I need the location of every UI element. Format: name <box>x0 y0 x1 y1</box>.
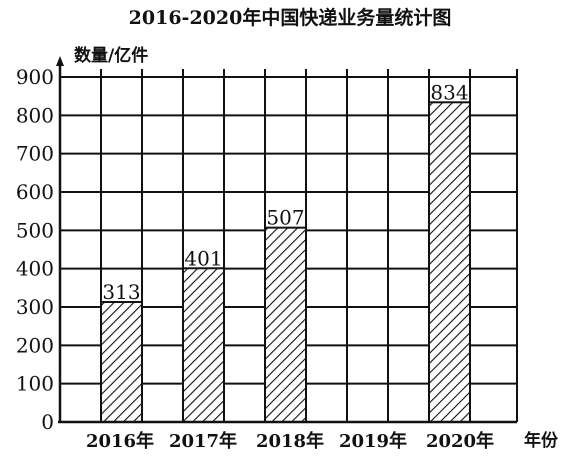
x-tick-label-1: 2017年 <box>169 430 237 452</box>
y-tick-label-7: 700 <box>16 142 54 166</box>
data-label-1: 401 <box>184 246 222 270</box>
y-tick-label-1: 100 <box>16 372 54 396</box>
x-tick-label-3: 2019年 <box>339 430 407 452</box>
x-tick-label-0: 2016年 <box>86 430 154 452</box>
x-axis-label: 年份 <box>524 430 559 451</box>
bar-2016年 <box>100 301 143 423</box>
data-label-2: 507 <box>266 206 304 230</box>
y-tick-label-2: 200 <box>16 333 54 357</box>
bar-2020年 <box>428 101 471 424</box>
y-tick-label-0: 0 <box>41 410 54 434</box>
y-axis-arrow <box>56 56 64 66</box>
bar-2018年 <box>264 226 307 423</box>
y-tick-label-6: 600 <box>16 180 54 204</box>
y-tick-label-9: 900 <box>16 65 54 89</box>
y-tick-label-4: 400 <box>16 257 54 281</box>
x-tick-label-2: 2018年 <box>256 430 324 452</box>
x-tick-labels: 2016年 2017年 2018年 2019年 2020年 <box>86 430 494 452</box>
chart-title: 2016-2020年中国快递业务量统计图 <box>129 6 452 29</box>
data-label-0: 313 <box>102 280 140 304</box>
y-tick-label-8: 800 <box>16 103 54 127</box>
y-tick-labels: 0 100 200 300 400 500 600 700 800 900 <box>16 65 54 434</box>
y-tick-label-5: 500 <box>16 218 54 242</box>
x-tick-label-4: 2020年 <box>426 430 494 452</box>
y-axis-label: 数量/亿件 <box>74 45 148 66</box>
bars <box>100 101 471 424</box>
bar-2017年 <box>182 267 225 423</box>
data-label-4: 834 <box>430 80 468 104</box>
data-labels: 313 401 507 834 <box>102 80 468 304</box>
y-tick-label-3: 300 <box>16 295 54 319</box>
